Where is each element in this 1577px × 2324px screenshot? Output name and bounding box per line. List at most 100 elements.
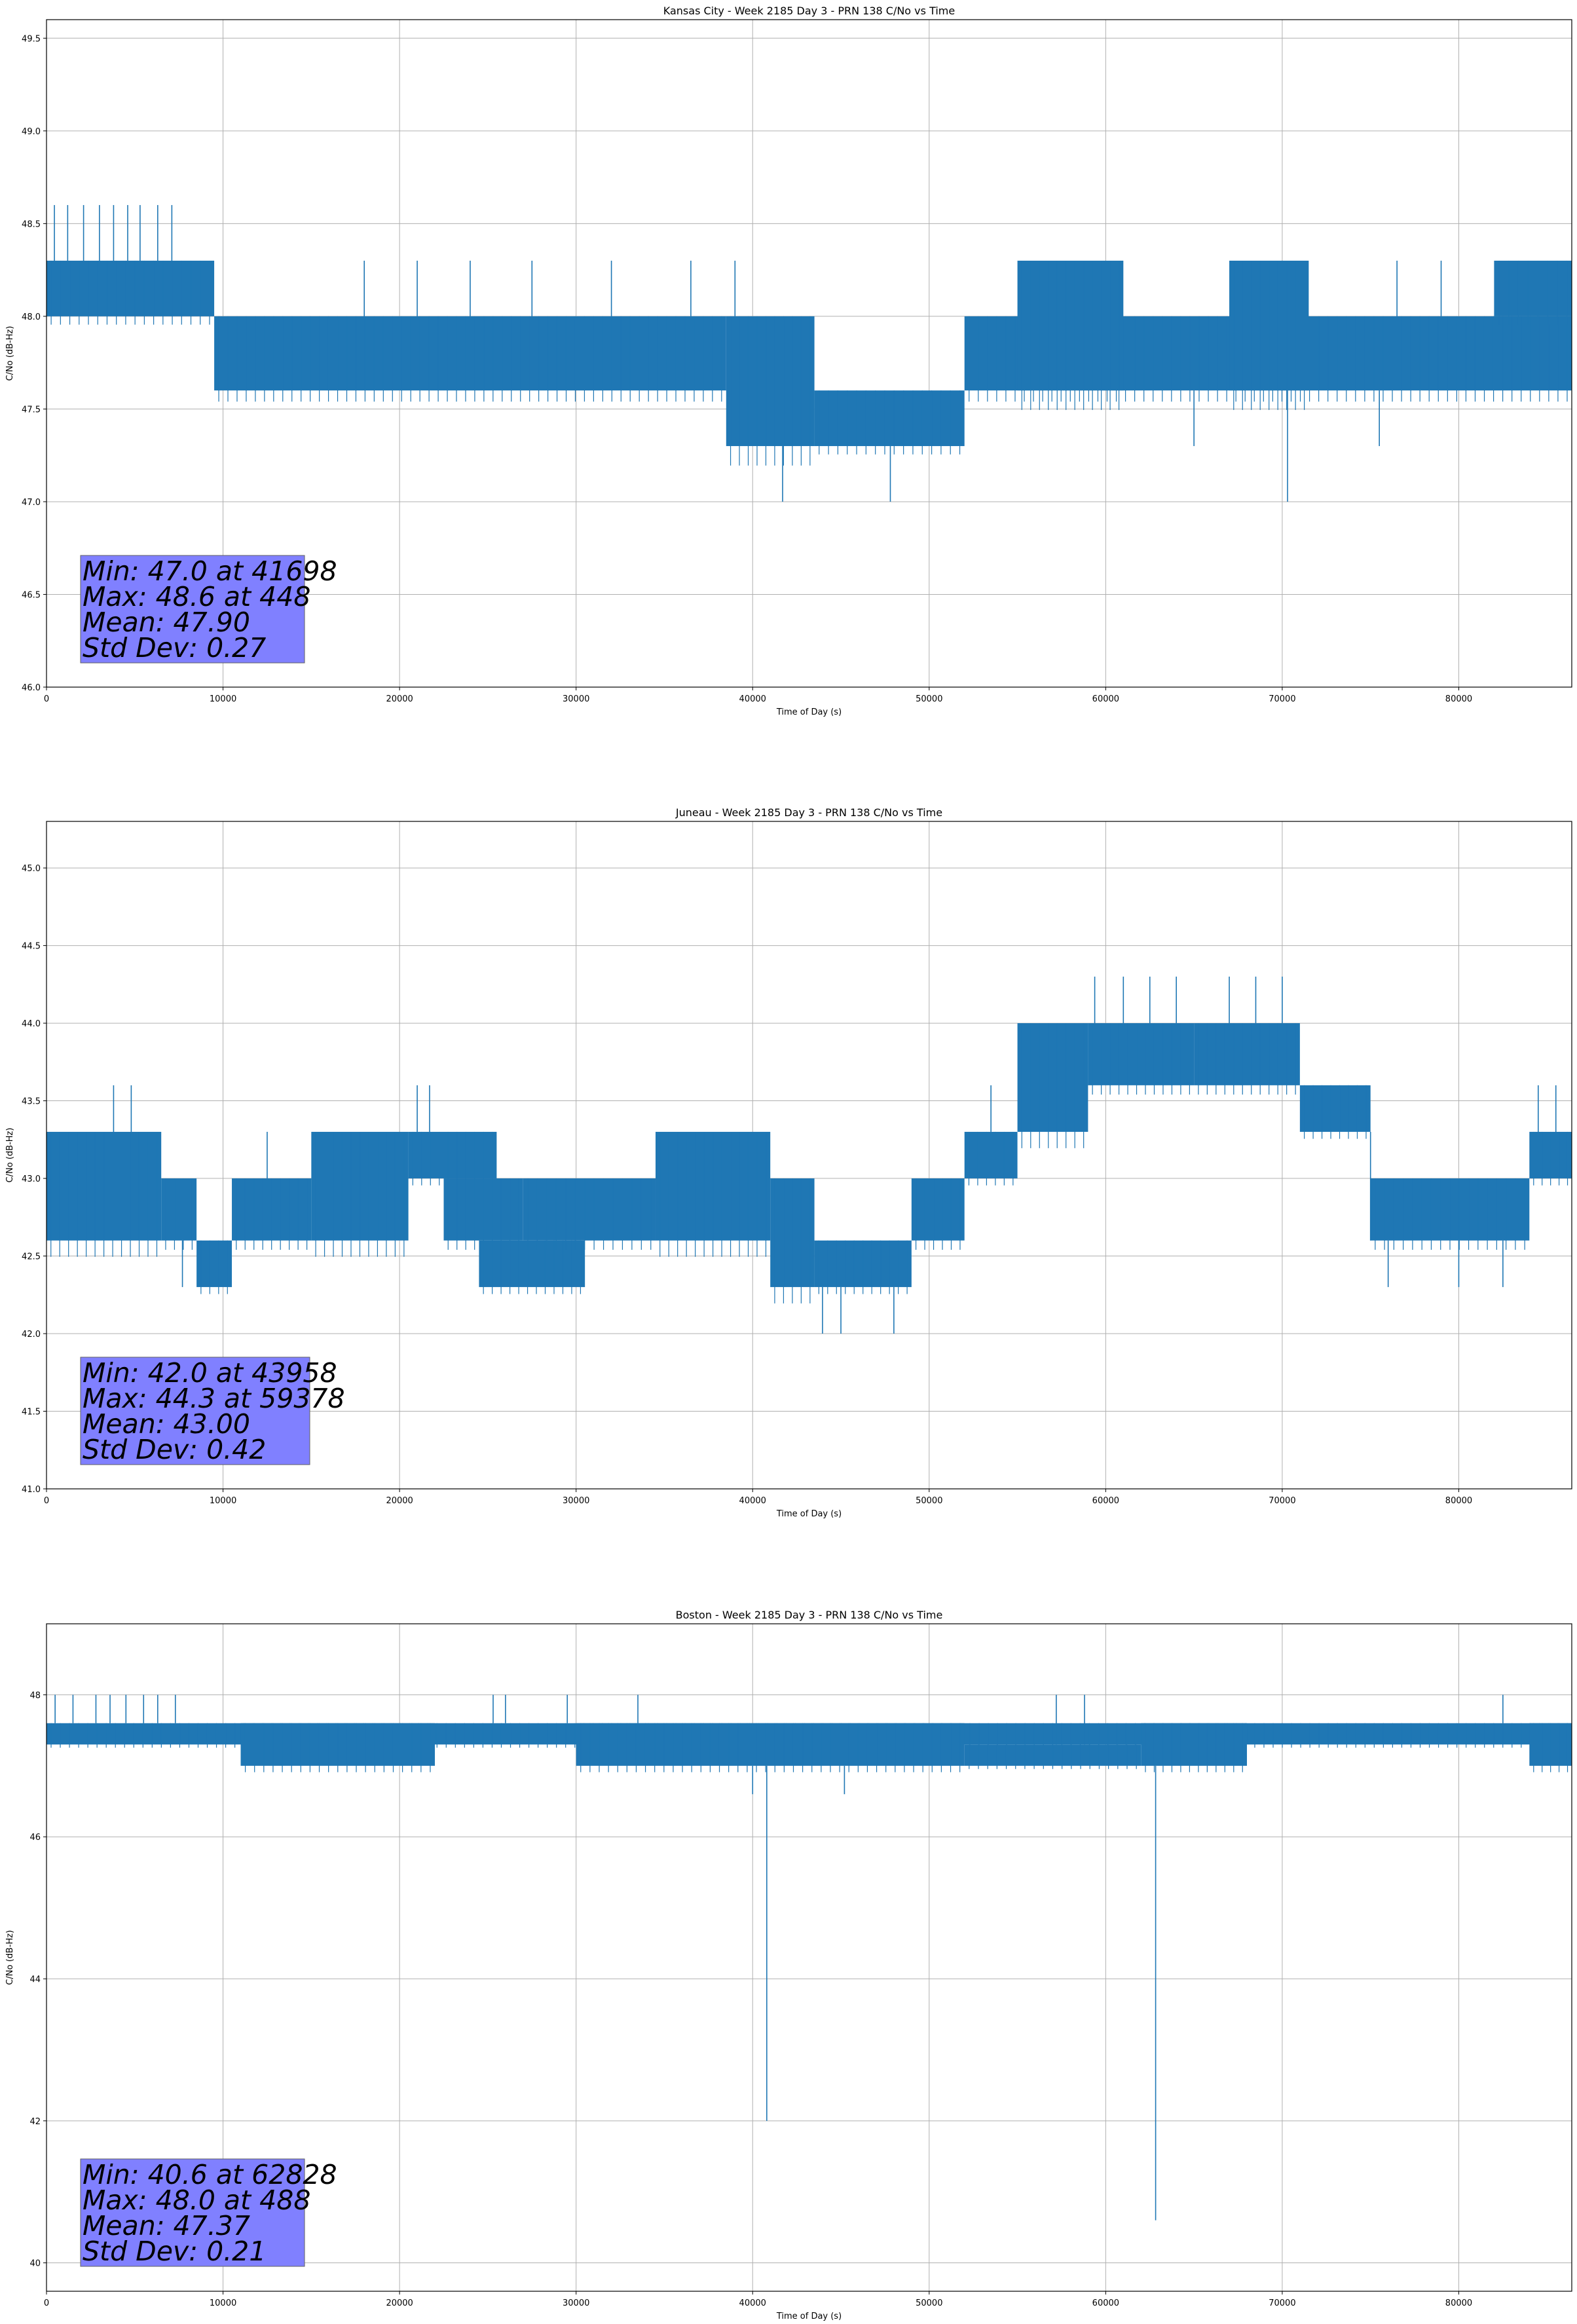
chart-title: Boston - Week 2185 Day 3 - PRN 138 C/No … [676, 1609, 943, 1621]
y-axis-label: C/No (dB-Hz) [5, 326, 15, 381]
stats-max: Max: 44.3 at 59378 [83, 1383, 345, 1414]
tick-labels: 0 10000 20000 30000 40000 50000 60000 70000 8000… [22, 34, 1472, 704]
y-axis-label: C/No (dB-Hz) [5, 1128, 15, 1183]
stats-max: Max: 48.0 at 488 [83, 2184, 310, 2216]
y-tick-label: 46.0 [22, 683, 41, 693]
series-band [196, 1240, 232, 1287]
x-axis-label: Time of Day (s) [776, 1509, 842, 1519]
stats-min: Min: 42.0 at 43958 [83, 1357, 337, 1389]
series-band [1194, 1023, 1300, 1085]
x-tick-label: 10000 [210, 2298, 236, 2308]
x-tick-label: 80000 [1445, 2298, 1472, 2308]
data-series [46, 1695, 1572, 2221]
x-tick-label: 40000 [739, 1496, 766, 1506]
y-tick-label: 48 [29, 1691, 41, 1700]
x-tick-label: 60000 [1092, 1496, 1119, 1506]
x-tick-label: 0 [44, 694, 49, 704]
y-tick-label: 44.5 [22, 942, 41, 952]
x-tick-label: 10000 [210, 694, 236, 704]
x-tick-label: 80000 [1445, 694, 1472, 704]
series-band [523, 1178, 656, 1241]
series-band [1494, 260, 1572, 316]
stats-max: Max: 48.6 at 448 [83, 581, 310, 612]
stats-std-dev: Std Dev: 0.42 [83, 1434, 266, 1465]
x-tick-label: 20000 [386, 2298, 413, 2308]
x-tick-label: 0 [44, 1496, 49, 1506]
series-band [479, 1240, 585, 1287]
y-tick-label: 41.5 [22, 1408, 41, 1417]
series-band [1299, 1085, 1371, 1132]
x-tick-label: 40000 [739, 2298, 766, 2308]
x-tick-label: 60000 [1092, 2298, 1119, 2308]
x-tick-label: 30000 [563, 1496, 589, 1506]
stats-mean: Mean: 43.00 [83, 1408, 250, 1440]
x-tick-label: 60000 [1092, 694, 1119, 704]
tick-labels: 0 10000 20000 30000 40000 50000 60000 70000 8000… [29, 1691, 1472, 2308]
series-band [161, 1178, 197, 1241]
y-tick-label: 47.5 [22, 405, 41, 415]
series-band [726, 316, 815, 447]
x-tick-label: 20000 [386, 694, 413, 704]
y-tick-label: 42 [29, 2117, 41, 2127]
y-tick-label: 40 [29, 2259, 41, 2269]
chart-panel-boston: 0 10000 20000 30000 40000 50000 60000 70000 8000… [5, 1609, 1572, 2321]
y-tick-label: 46 [29, 1833, 41, 1843]
series-band [1017, 1023, 1088, 1132]
stats-box-background [80, 1357, 310, 1465]
series-band [911, 1178, 965, 1241]
x-axis-label: Time of Day (s) [776, 707, 842, 717]
x-tick-label: 70000 [1269, 694, 1295, 704]
x-tick-label: 50000 [916, 2298, 942, 2308]
x-tick-label: 0 [44, 2298, 49, 2308]
series-band [576, 1723, 965, 1766]
stats-box-background [80, 555, 305, 664]
series-band [1141, 1723, 1248, 1766]
x-tick-label: 80000 [1445, 1496, 1472, 1506]
y-tick-label: 43.5 [22, 1097, 41, 1107]
axes-border [46, 1623, 1572, 2292]
series-band [214, 316, 726, 391]
stats-mean: Mean: 47.90 [83, 607, 250, 638]
stats-mean: Mean: 47.37 [83, 2210, 250, 2241]
series-band [814, 390, 965, 447]
x-tick-label: 70000 [1269, 1496, 1295, 1506]
y-tick-label: 46.5 [22, 590, 41, 600]
y-tick-label: 49.5 [22, 34, 41, 44]
series-band [964, 1131, 1018, 1179]
series-band [408, 1131, 497, 1179]
x-tick-label: 50000 [916, 1496, 942, 1506]
tick-labels: 0 10000 20000 30000 40000 50000 60000 70000 8000… [22, 864, 1472, 1506]
chart-title: Juneau - Week 2185 Day 3 - PRN 138 C/No … [675, 806, 942, 819]
x-axis-label: Time of Day (s) [776, 2312, 842, 2321]
stats-min: Min: 40.6 at 62828 [83, 2159, 337, 2190]
y-tick-label: 43.0 [22, 1174, 41, 1184]
x-tick-label: 40000 [739, 694, 766, 704]
axes-border [46, 821, 1572, 1490]
series-band [1017, 260, 1124, 391]
x-tick-label: 30000 [563, 2298, 589, 2308]
x-tick-label: 30000 [563, 694, 589, 704]
y-tick-label: 44.0 [22, 1019, 41, 1029]
y-tick-label: 41.0 [22, 1485, 41, 1495]
series-band [46, 260, 215, 316]
x-tick-label: 20000 [386, 1496, 413, 1506]
series-band [1088, 1023, 1195, 1085]
stats-box-background [80, 2158, 305, 2267]
y-tick-label: 47.0 [22, 498, 41, 508]
y-tick-label: 48.0 [22, 312, 41, 322]
x-tick-label: 70000 [1269, 2298, 1295, 2308]
stats-std-dev: Std Dev: 0.21 [83, 2236, 266, 2267]
stats-std-dev: Std Dev: 0.27 [83, 632, 266, 664]
axes-border [46, 19, 1572, 688]
y-axis-label: C/No (dB-Hz) [5, 1930, 15, 1985]
y-tick-label: 49.0 [22, 127, 41, 137]
chart-panel-juneau: 0 10000 20000 30000 40000 50000 60000 70000 8000… [5, 806, 1572, 1519]
chart-title: Kansas City - Week 2185 Day 3 - PRN 138 … [663, 5, 955, 17]
y-tick-label: 42.5 [22, 1252, 41, 1262]
data-series [46, 205, 1572, 502]
stats-box: Min: 40.6 at 62828 Max: 48.0 at 488 Mean… [80, 2158, 337, 2267]
chart-panel-kansas-city: 0 10000 20000 30000 40000 50000 60000 70000 8000… [5, 5, 1572, 717]
stats-box: Min: 42.0 at 43958 Max: 44.3 at 59378 Me… [80, 1357, 345, 1465]
y-tick-label: 48.5 [22, 219, 41, 229]
